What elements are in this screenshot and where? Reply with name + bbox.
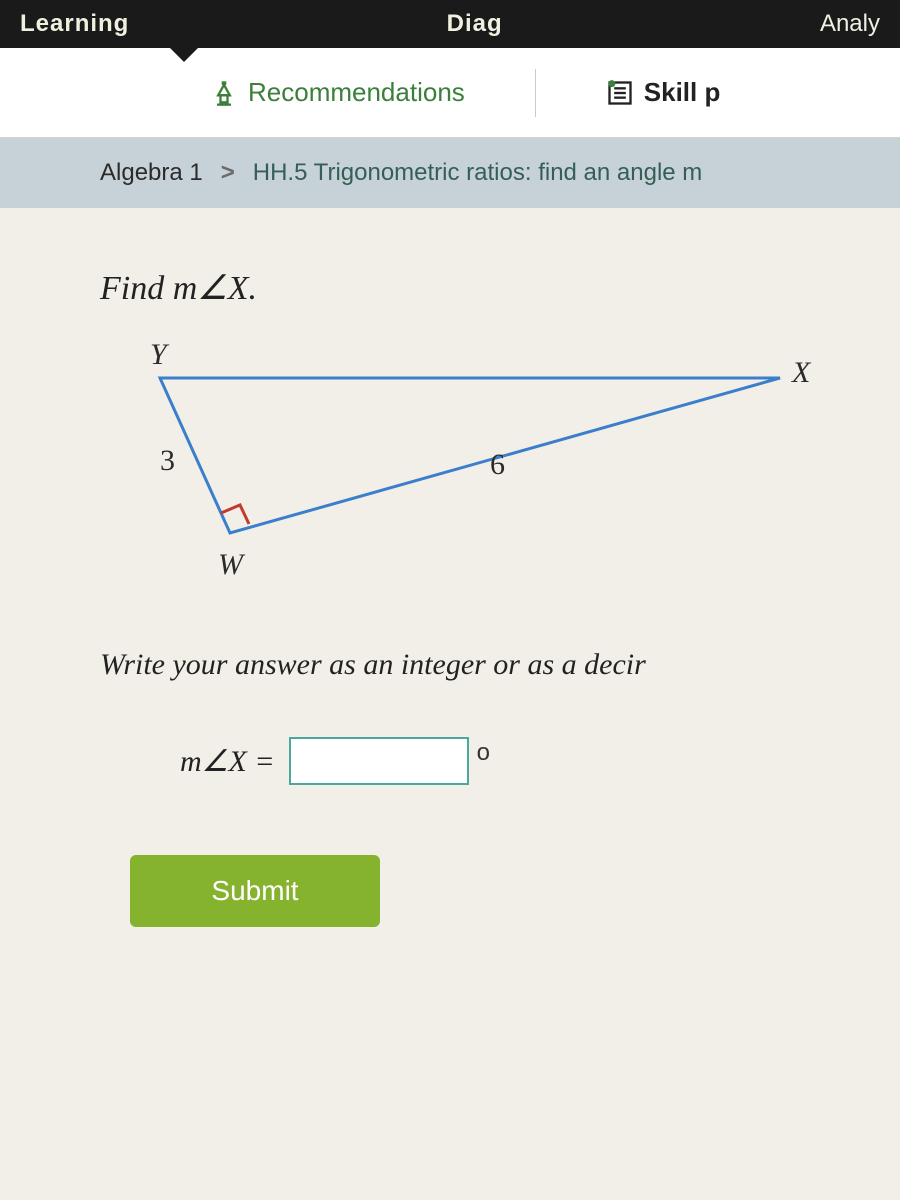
side-WX-label: 6: [490, 448, 505, 482]
subnav-divider: [535, 69, 536, 117]
answer-label: m∠X =: [180, 744, 275, 779]
recommendations-link[interactable]: Recommendations: [210, 77, 465, 108]
vertex-X-label: X: [792, 356, 810, 390]
answer-input[interactable]: [289, 737, 469, 785]
prompt-variable: m∠X.: [173, 270, 257, 307]
breadcrumb-topic[interactable]: HH.5 Trigonometric ratios: find an angle…: [253, 159, 703, 187]
sub-nav: Recommendations Skill p: [0, 48, 900, 138]
breadcrumb: Algebra 1 > HH.5 Trigonometric ratios: f…: [0, 138, 900, 208]
lamp-icon: [210, 79, 238, 107]
answer-row: m∠X = o: [100, 737, 900, 785]
submit-button[interactable]: Submit: [130, 855, 380, 927]
nav-active-indicator: [170, 48, 198, 62]
breadcrumb-separator: >: [221, 159, 235, 187]
breadcrumb-course[interactable]: Algebra 1: [100, 159, 203, 187]
triangle-diagram: Y X W 3 6: [100, 338, 820, 618]
nav-diag[interactable]: Diag: [447, 10, 503, 38]
question-area: Find m∠X. Y X W 3 6 Write your answer as…: [0, 208, 900, 927]
nav-right[interactable]: Analy: [820, 10, 880, 38]
vertex-Y-label: Y: [150, 338, 167, 372]
top-nav: Learning Diag Analy: [0, 0, 900, 48]
skill-plans-link[interactable]: Skill p: [606, 77, 721, 108]
side-YW-label: 3: [160, 444, 175, 478]
vertex-W-label: W: [218, 548, 243, 582]
question-prompt: Find m∠X.: [100, 268, 900, 308]
prompt-prefix: Find: [100, 270, 173, 307]
recommendations-label: Recommendations: [248, 77, 465, 108]
checklist-icon: [606, 79, 634, 107]
skill-plans-label: Skill p: [644, 77, 721, 108]
degree-symbol: o: [477, 739, 490, 767]
nav-learning[interactable]: Learning: [20, 10, 129, 38]
instruction-text: Write your answer as an integer or as a …: [100, 648, 900, 682]
